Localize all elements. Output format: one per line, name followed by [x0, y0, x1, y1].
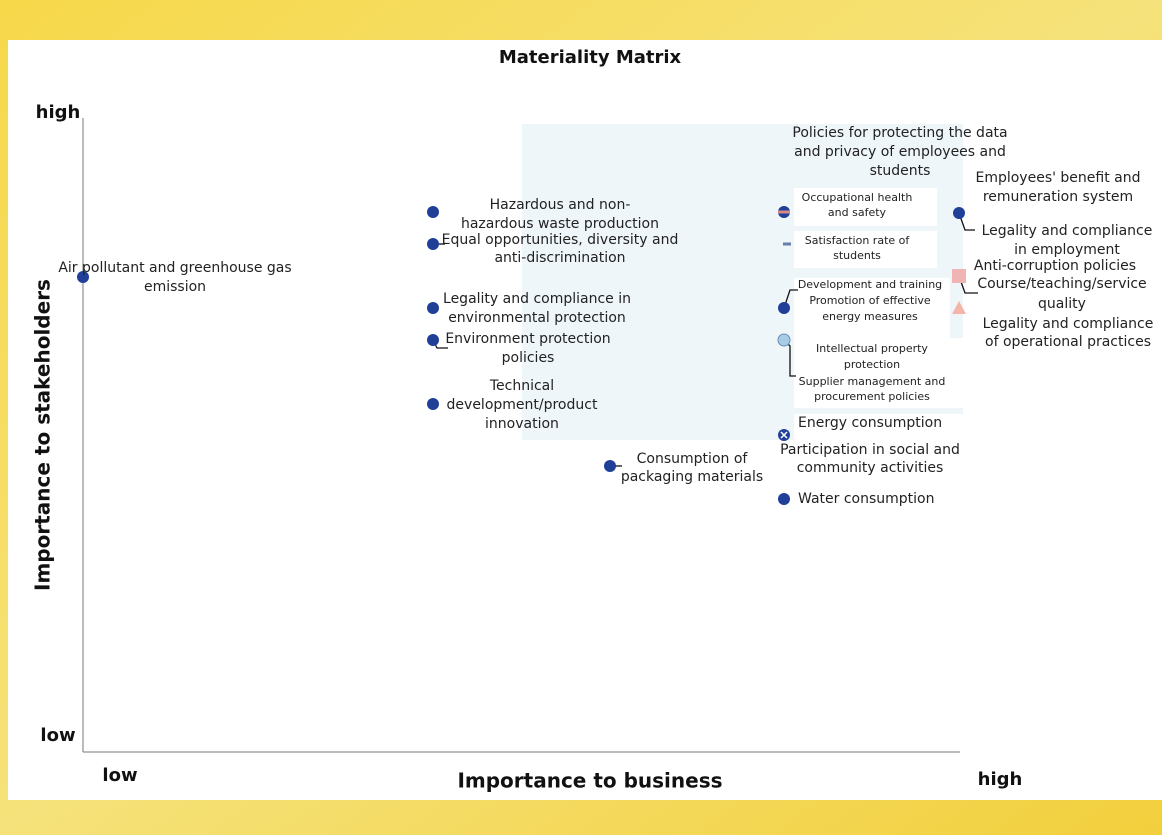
item-label: anti-discrimination: [494, 250, 625, 266]
item-label: and safety: [828, 206, 887, 219]
x-high: high: [978, 769, 1023, 790]
items: Air pollutant and greenhouse gas emission…: [58, 125, 1153, 507]
y-title: Importance to stakeholders: [31, 279, 55, 591]
marker: [778, 493, 790, 505]
item-label: Employees' benefit and: [975, 170, 1140, 186]
connector: [783, 289, 798, 309]
marker: [783, 242, 791, 246]
item-label: Course/teaching/service: [977, 276, 1146, 292]
item-label: Legality and compliance: [983, 316, 1154, 332]
item-label: community activities: [797, 460, 944, 476]
x-title: Importance to business: [457, 769, 722, 793]
item-label: Legality and compliance in: [443, 291, 631, 307]
item-label: Promotion of effective: [809, 294, 931, 307]
marker: [427, 334, 439, 346]
item-label: Satisfaction rate of: [805, 234, 911, 247]
item-label: Legality and compliance: [982, 223, 1153, 239]
item-label: students: [833, 249, 881, 262]
item-label: and privacy of employees and: [794, 144, 1006, 160]
item-label: quality: [1038, 296, 1086, 312]
item-label: hazardous waste production: [461, 216, 659, 232]
item-label: Technical: [489, 378, 554, 394]
connector: [958, 212, 975, 231]
item-label: innovation: [485, 416, 559, 432]
marker: [778, 302, 790, 314]
item-label: Policies for protecting the data: [792, 125, 1007, 141]
item-label: remuneration system: [983, 189, 1133, 205]
item-label: energy measures: [822, 310, 918, 323]
item-label: development/product: [447, 397, 598, 413]
marker: [427, 238, 439, 250]
marker-cross: [780, 431, 788, 439]
item-label: emission: [144, 279, 206, 295]
item-label: Participation in social and: [780, 442, 960, 458]
item-label: policies: [502, 350, 555, 366]
marker-band: [778, 210, 790, 214]
item-label: environmental protection: [448, 310, 626, 326]
item-label: Anti-corruption policies: [974, 258, 1136, 274]
marker: [77, 271, 89, 283]
item-label: packaging materials: [621, 469, 763, 485]
item-label: Intellectual property: [816, 342, 928, 355]
marker: [427, 206, 439, 218]
marker: [777, 333, 791, 347]
label-box: [794, 188, 937, 226]
item-label: Development and training: [798, 278, 942, 291]
item-label: Hazardous and non-: [490, 197, 631, 213]
item-label: Air pollutant and greenhouse gas: [58, 260, 291, 276]
label-box: [794, 231, 937, 268]
title: Materiality Matrix: [499, 47, 682, 68]
marker: [952, 269, 966, 283]
marker: [953, 207, 965, 219]
marker: [952, 301, 966, 314]
label-box: [794, 337, 950, 408]
y-high: high: [36, 102, 81, 123]
label-box: [794, 278, 950, 328]
item-label: procurement policies: [814, 390, 930, 403]
marker: [427, 398, 439, 410]
item-label: Consumption of: [637, 451, 749, 467]
x-low: low: [102, 765, 137, 786]
item-label: of operational practices: [985, 334, 1151, 350]
y-low: low: [40, 725, 75, 746]
marker: [604, 460, 616, 472]
item-label: Water consumption: [798, 491, 934, 507]
item-label: students: [870, 163, 931, 179]
item-label: protection: [844, 358, 900, 371]
item-label: Occupational health: [802, 191, 913, 204]
item-label: Energy consumption: [798, 415, 942, 431]
item-label: Environment protection: [445, 331, 610, 347]
marker: [427, 302, 439, 314]
item-label: Equal opportunities, diversity and: [442, 232, 679, 248]
item-label: in employment: [1014, 242, 1120, 258]
item-label: Supplier management and: [799, 375, 946, 388]
